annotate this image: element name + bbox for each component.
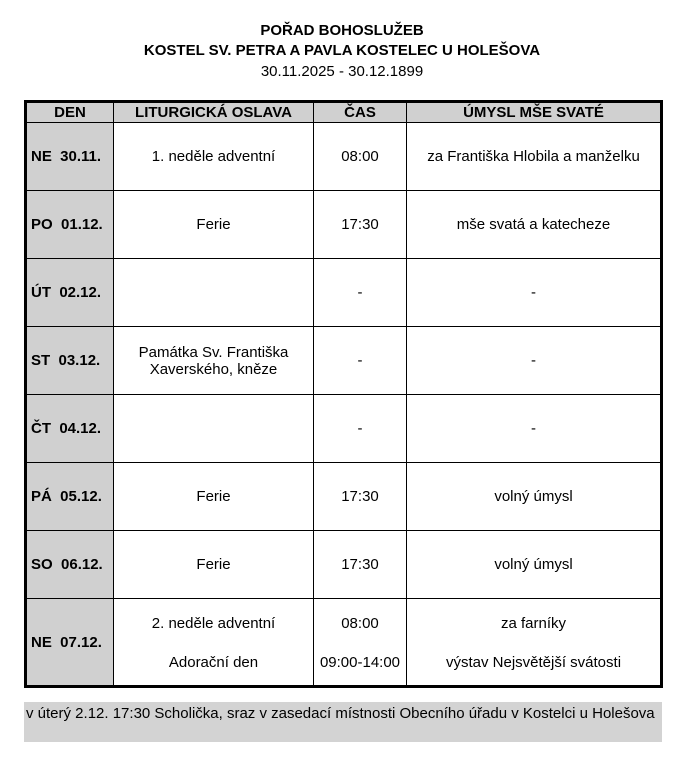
time-cell: - xyxy=(313,326,407,395)
intention-cell: mše svatá a katecheze xyxy=(406,190,662,259)
intention-cell: volný úmysl xyxy=(406,530,662,599)
table-row: NE 07.12. 2. neděle adventní Adorační den… xyxy=(25,598,662,687)
celebration-cell: 2. neděle adventní Adorační den xyxy=(113,598,314,687)
day-cell: ČT 04.12. xyxy=(25,394,114,463)
page-title: POŘAD BOHOSLUŽEB xyxy=(260,22,424,39)
table-row: PO 01.12. Ferie 17:30 mše svatá a katecheze xyxy=(25,190,662,259)
schedule-table: DEN LITURGICKÁ OSLAVA ČAS ÚMYSL MŠE SVAT… xyxy=(24,100,663,688)
intention-cell: za Františka Hlobila a manželku xyxy=(406,122,662,191)
announcement-note: v úterý 2.12. 17:30 Scholička, sraz v za… xyxy=(24,702,662,742)
day-cell: NE 30.11. xyxy=(25,122,114,191)
church-name: KOSTEL SV. PETRA A PAVLA KOSTELEC U HOLE… xyxy=(143,42,541,59)
day-cell: PO 01.12. xyxy=(25,190,114,259)
celebration-line: 2. neděle adventní xyxy=(151,615,276,632)
time-line: 09:00-14:00 xyxy=(319,654,401,671)
header-intention: ÚMYSL MŠE SVATÉ xyxy=(406,101,662,123)
celebration-cell: Památka Sv. Františka Xaverského, kněze xyxy=(113,326,314,395)
celebration-cell xyxy=(113,394,314,463)
day-cell: SO 06.12. xyxy=(25,530,114,599)
date-range: 30.11.2025 - 30.12.1899 xyxy=(260,63,424,80)
intention-cell: - xyxy=(406,394,662,463)
time-cell: 08:00 09:00-14:00 xyxy=(313,598,407,687)
table-row: ST 03.12. Památka Sv. Františka Xaverskéh… xyxy=(25,326,662,395)
time-cell: 17:30 xyxy=(313,462,407,531)
time-cell: - xyxy=(313,394,407,463)
intention-cell: - xyxy=(406,326,662,395)
celebration-cell: Ferie xyxy=(113,530,314,599)
celebration-cell: Ferie xyxy=(113,190,314,259)
header-day: DEN xyxy=(25,101,114,123)
table-row: PÁ 05.12. Ferie 17:30 volný úmysl xyxy=(25,462,662,531)
day-cell: ÚT 02.12. xyxy=(25,258,114,327)
header-time: ČAS xyxy=(313,101,407,123)
time-cell: 08:00 xyxy=(313,122,407,191)
day-cell: NE 07.12. xyxy=(25,598,114,687)
day-cell: PÁ 05.12. xyxy=(25,462,114,531)
intention-line: výstav Nejsvětější svátosti xyxy=(445,654,622,671)
header-row: DEN LITURGICKÁ OSLAVA ČAS ÚMYSL MŠE SVAT… xyxy=(25,101,662,123)
celebration-cell xyxy=(113,258,314,327)
intention-line: za farníky xyxy=(500,615,567,632)
table-row: ÚT 02.12. - - xyxy=(25,258,662,327)
table-row: ČT 04.12. - - xyxy=(25,394,662,463)
table-row: SO 06.12. Ferie 17:30 volný úmysl xyxy=(25,530,662,599)
celebration-line: Adorační den xyxy=(168,654,259,671)
celebration-cell: Ferie xyxy=(113,462,314,531)
time-cell: 17:30 xyxy=(313,190,407,259)
time-line: 08:00 xyxy=(341,615,379,632)
intention-cell: volný úmysl xyxy=(406,462,662,531)
day-cell: ST 03.12. xyxy=(25,326,114,395)
celebration-cell: 1. neděle adventní xyxy=(113,122,314,191)
time-cell: - xyxy=(313,258,407,327)
table-row: NE 30.11. 1. neděle adventní 08:00 za Frant… xyxy=(25,122,662,191)
header-celebration: LITURGICKÁ OSLAVA xyxy=(113,101,314,123)
intention-cell: - xyxy=(406,258,662,327)
intention-cell: za farníky výstav Nejsvětější svátosti xyxy=(406,598,662,687)
time-cell: 17:30 xyxy=(313,530,407,599)
